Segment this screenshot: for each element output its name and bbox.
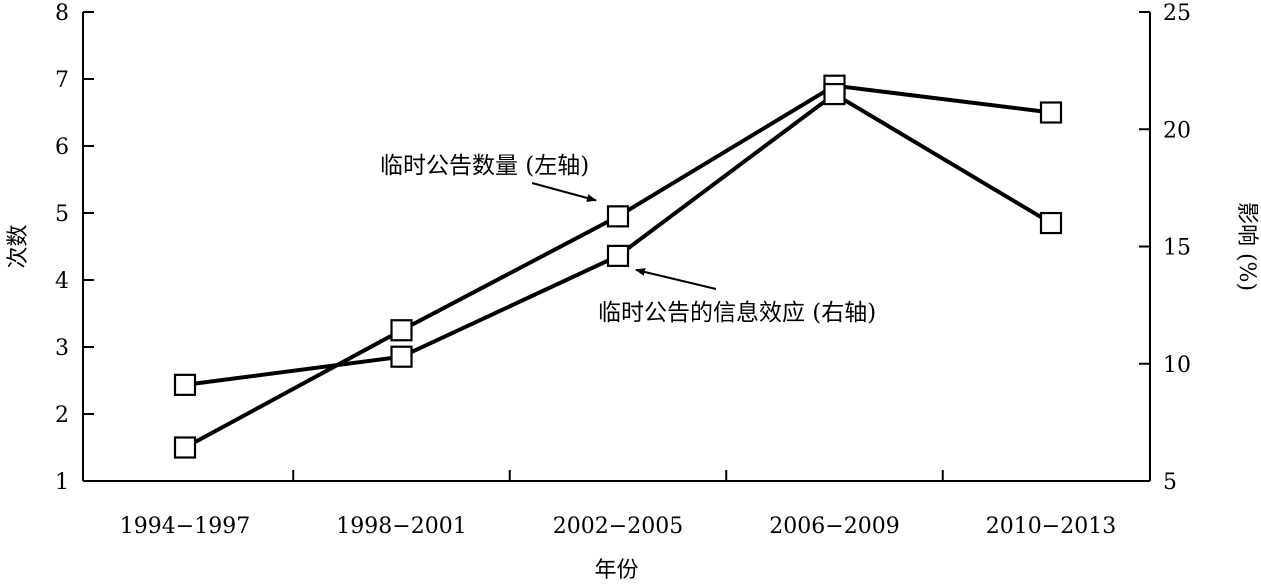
y-right-tick-label: 20 — [1163, 118, 1191, 143]
y-left-tick-label: 4 — [55, 269, 69, 294]
y-left-tick-label: 7 — [55, 68, 69, 93]
y-left-tick-label: 8 — [55, 1, 69, 26]
series-line-2 — [184, 92, 1053, 387]
data-point-marker — [173, 436, 197, 459]
data-point-marker — [606, 205, 630, 228]
data-point-marker — [173, 373, 197, 396]
x-tick-label: 1998−2001 — [336, 514, 466, 539]
data-point-marker — [823, 82, 846, 106]
annotation-label-count: 临时公告数量 (左轴) — [380, 153, 589, 179]
y-left-tick-label: 2 — [55, 403, 69, 428]
y-axis-left-title: 次数 — [6, 224, 31, 268]
y-right-tick-label: 5 — [1163, 470, 1177, 495]
annotation-arrow-count — [531, 182, 597, 202]
x-tick-label: 1994−1997 — [120, 514, 250, 539]
y-axis-right-title: 影响 (%) — [1234, 202, 1259, 291]
x-tick-label: 2010−2013 — [986, 514, 1116, 539]
x-tick-label: 2006−2009 — [769, 514, 899, 539]
y-left-tick-label: 1 — [55, 470, 69, 495]
annotation-label-effect: 临时公告的信息效应 (右轴) — [598, 300, 876, 326]
data-point-marker — [1039, 211, 1063, 235]
annotation-arrow-effect — [635, 268, 717, 290]
axes: 1 2 3 4 5 6 7 8 5 10 15 20 25 1994−1997 1998−2001 2002−… — [55, 1, 1191, 539]
y-left-tick-label: 6 — [55, 135, 69, 160]
series-lines — [173, 74, 1063, 459]
x-tick-label: 2002−2005 — [553, 514, 683, 539]
data-point-marker — [1039, 101, 1063, 124]
x-axis-title: 年份 — [594, 558, 638, 583]
y-right-tick-label: 10 — [1163, 353, 1191, 378]
data-point-marker — [606, 244, 630, 267]
y-left-tick-label: 3 — [55, 336, 69, 361]
data-point-marker — [390, 319, 413, 342]
y-right-tick-label: 15 — [1163, 236, 1191, 261]
y-right-tick-label: 25 — [1163, 1, 1191, 26]
y-left-tick-label: 5 — [55, 202, 69, 227]
data-point-marker — [390, 345, 413, 368]
annotations: 临时公告数量 (左轴) 临时公告的信息效应 (右轴) — [380, 153, 876, 326]
